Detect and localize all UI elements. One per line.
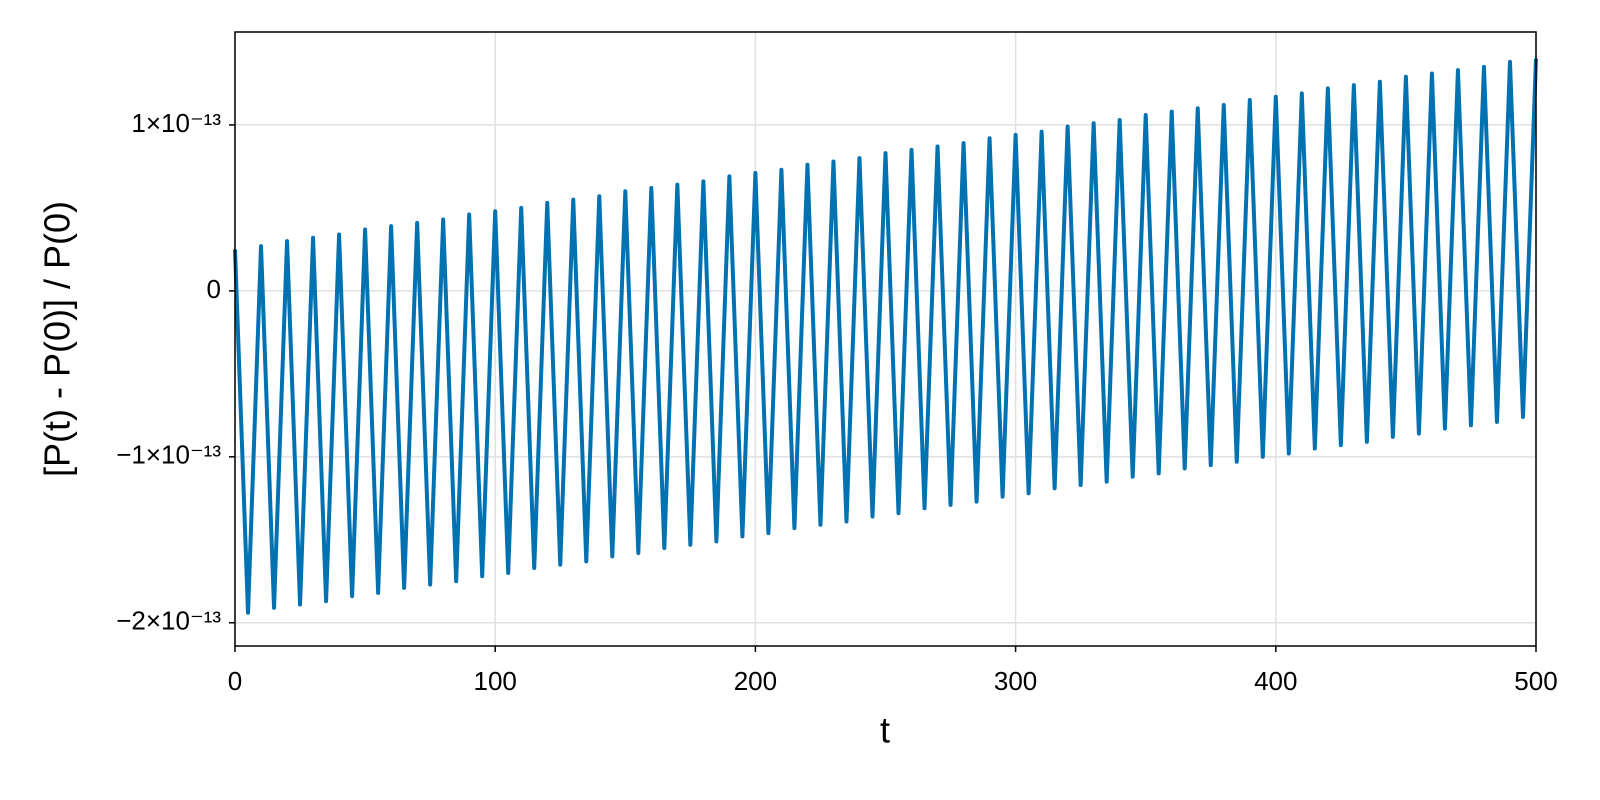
- y-tick-label: 1×10⁻¹³: [131, 108, 221, 138]
- x-tick-label: 100: [474, 666, 517, 696]
- x-tick-label: 400: [1254, 666, 1297, 696]
- x-tick-label: 200: [734, 666, 777, 696]
- x-tick-label: 500: [1514, 666, 1557, 696]
- y-tick-label: 0: [207, 274, 221, 304]
- y-tick-label: −1×10⁻¹³: [116, 440, 221, 470]
- x-axis-label: t: [880, 710, 890, 751]
- x-tick-label: 300: [994, 666, 1037, 696]
- plot-frame: [234, 31, 1537, 647]
- y-tick-label: −2×10⁻¹³: [116, 606, 221, 636]
- y-axis-label: [P(t) - P(0)] / P(0): [37, 201, 78, 477]
- data-line: [233, 58, 1538, 615]
- x-tick-label: 0: [228, 666, 242, 696]
